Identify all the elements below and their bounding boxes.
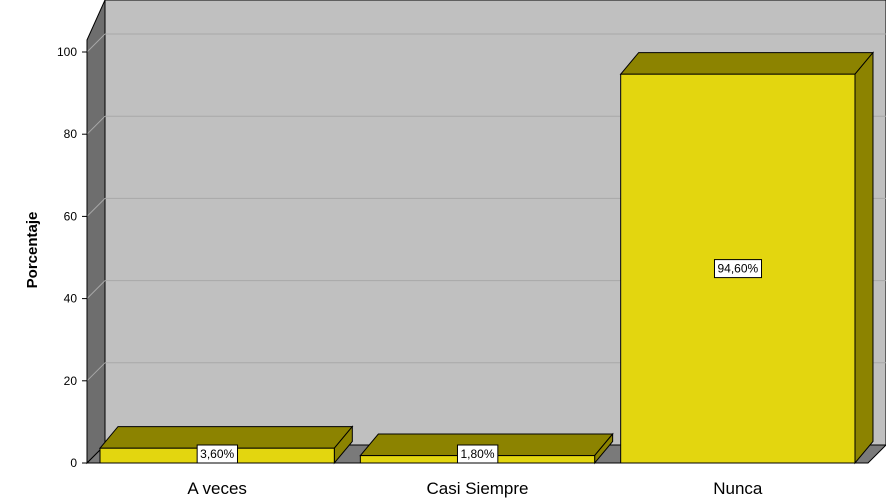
data-label-text: 94,60% — [717, 262, 758, 276]
y-tick-label: 20 — [64, 374, 78, 388]
y-axis: 0 20 40 60 80 100 — [57, 40, 88, 470]
y-tick-label: 0 — [70, 456, 77, 470]
x-tick-label: Casi Siempre — [426, 479, 528, 498]
data-label-text: 1,80% — [460, 447, 494, 461]
data-label: 3,60% — [196, 444, 239, 464]
data-label-box — [196, 444, 239, 464]
data-label: 94,60% — [713, 259, 763, 279]
x-axis: A veces Casi Siempre Nunca — [187, 479, 763, 498]
data-labels: 3,60% 1,80% 94,60% — [196, 259, 763, 464]
gridline-side — [86, 198, 106, 217]
data-label-text: 3,60% — [200, 447, 234, 461]
side-wall — [86, 0, 106, 465]
x-tick-label: Nunca — [713, 479, 763, 498]
bar-side — [854, 51, 874, 465]
gridline-side — [86, 280, 106, 299]
gridline-side — [86, 115, 106, 135]
data-label-box — [713, 259, 763, 279]
y-tick-label: 100 — [57, 45, 77, 59]
x-tick-label: A veces — [187, 479, 247, 498]
gridline-side — [86, 33, 106, 53]
data-label: 1,80% — [456, 444, 499, 464]
bar — [619, 51, 875, 465]
y-axis-label: Porcentaje — [24, 212, 41, 289]
y-tick-label: 40 — [64, 292, 78, 306]
data-label-box — [456, 444, 499, 464]
y-tick-label: 80 — [64, 127, 78, 141]
gridline-side — [86, 362, 106, 382]
y-tick-label: 60 — [64, 209, 78, 223]
bar-top — [619, 52, 875, 75]
